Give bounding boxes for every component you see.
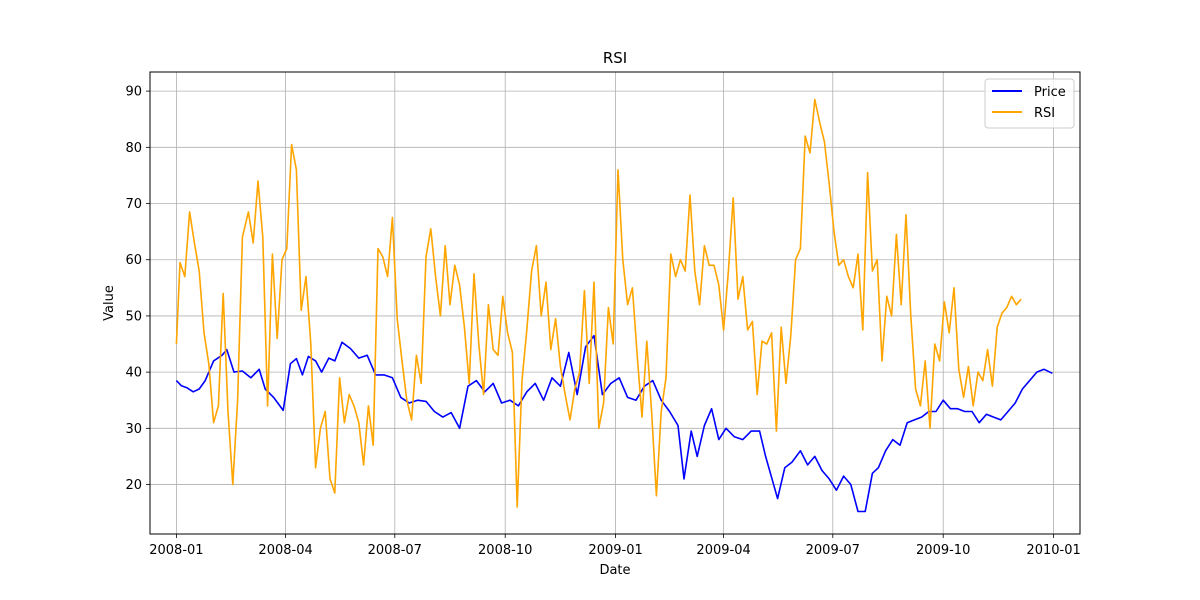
y-tick-label: 60 bbox=[125, 253, 142, 268]
x-tick-label: 2009-07 bbox=[806, 543, 860, 558]
x-tick-label: 2008-01 bbox=[149, 543, 203, 558]
y-tick-label: 30 bbox=[125, 422, 142, 437]
y-tick-label: 90 bbox=[125, 85, 142, 100]
y-tick-label: 50 bbox=[125, 309, 142, 324]
x-tick-label: 2008-07 bbox=[368, 543, 422, 558]
chart-title: RSI bbox=[603, 49, 627, 67]
series-group bbox=[175, 98, 1053, 513]
y-tick-label: 70 bbox=[125, 197, 142, 212]
y-axis-label: Value bbox=[102, 285, 117, 321]
plot-frame bbox=[149, 71, 1081, 535]
legend-price-label: Price bbox=[1034, 85, 1066, 100]
x-tick-label: 2009-04 bbox=[696, 543, 750, 558]
y-tick-label: 80 bbox=[125, 141, 142, 156]
x-tick-label: 2008-10 bbox=[478, 543, 532, 558]
y-axis: 20 30 40 50 60 70 80 90 bbox=[125, 85, 150, 493]
x-tick-label: 2009-01 bbox=[588, 543, 642, 558]
x-tick-label: 2010-01 bbox=[1026, 543, 1080, 558]
x-axis-label: Date bbox=[599, 563, 630, 578]
series-line-rsi bbox=[175, 98, 1022, 508]
legend: Price RSI bbox=[984, 78, 1075, 129]
y-tick-label: 40 bbox=[125, 366, 142, 381]
x-tick-label: 2008-04 bbox=[258, 543, 312, 558]
y-tick-label: 20 bbox=[125, 478, 142, 493]
x-tick-label: 2009-10 bbox=[916, 543, 970, 558]
x-axis: 2008-01 2008-04 2008-07 2008-10 2009-01 2009-… bbox=[149, 534, 1081, 558]
legend-rsi-label: RSI bbox=[1034, 106, 1055, 121]
